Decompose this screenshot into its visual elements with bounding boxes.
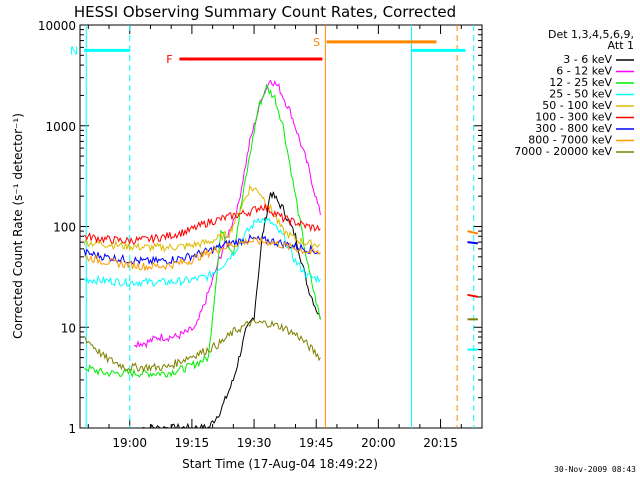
x-tick-label: 19:30: [237, 436, 272, 450]
flag-bar-label: N: [70, 44, 78, 57]
x-tick-label: 19:45: [299, 436, 334, 450]
flag-bar-label: S: [313, 36, 320, 49]
y-tick-label: 100: [53, 221, 76, 235]
legend-label: 7000 - 20000 keV: [514, 145, 612, 158]
footer-stamp: 30-Nov-2009 08:43: [554, 465, 636, 474]
series-line-1: [142, 191, 321, 430]
legend-label: 300 - 800 keV: [535, 122, 612, 135]
chart-title: HESSI Observing Summary Count Rates, Cor…: [74, 3, 456, 21]
legend-label: 800 - 7000 keV: [528, 134, 612, 147]
y-tick-label: 1000: [45, 120, 76, 134]
x-tick-label: 20:00: [361, 436, 396, 450]
y-tick-label: 10000: [38, 19, 76, 33]
legend-label: 25 - 50 keV: [549, 88, 612, 101]
y-tick-label: 10: [61, 321, 76, 335]
y-tick-label: 1: [68, 422, 76, 436]
right-segment-line: [467, 293, 479, 298]
legend-label: 6 - 12 keV: [556, 65, 612, 78]
x-tick-label: 20:15: [423, 436, 458, 450]
legend-label: 50 - 100 keV: [542, 99, 612, 112]
series-line-4: [83, 217, 321, 288]
series-line-3: [84, 83, 321, 379]
x-tick-label: 19:00: [112, 436, 147, 450]
series-line-5: [83, 184, 321, 253]
event-lines: [85, 25, 475, 428]
legend-label: 12 - 25 keV: [549, 76, 612, 89]
series-line-6: [83, 202, 321, 246]
x-axis-label: Start Time (17-Aug-04 18:49:22): [182, 457, 378, 471]
series-line-2: [133, 79, 321, 349]
legend-header-1: Det 1,3,4,5,6,9,: [548, 28, 634, 41]
right-segment-line: [467, 241, 479, 245]
flag-bars: N F S: [70, 36, 466, 66]
series-line-8: [83, 235, 321, 271]
y-axis-label: Corrected Count Rate (s⁻¹ detector⁻¹): [11, 113, 25, 339]
series-lines: [83, 79, 479, 430]
legend-label: 100 - 300 keV: [535, 111, 612, 124]
legend-header-2: Att 1: [608, 39, 634, 52]
series-line-9: [83, 319, 321, 373]
x-axis-ticks: 19:00 19:15 19:30 19:45 20:00 20:15: [87, 25, 483, 450]
right-segment-line: [467, 230, 479, 235]
legend-label: 3 - 6 keV: [563, 53, 612, 66]
y-axis-ticks: 1 10 100 1000 10000: [38, 19, 482, 436]
x-tick-label: 19:15: [175, 436, 210, 450]
flag-bar-label: F: [166, 53, 172, 66]
